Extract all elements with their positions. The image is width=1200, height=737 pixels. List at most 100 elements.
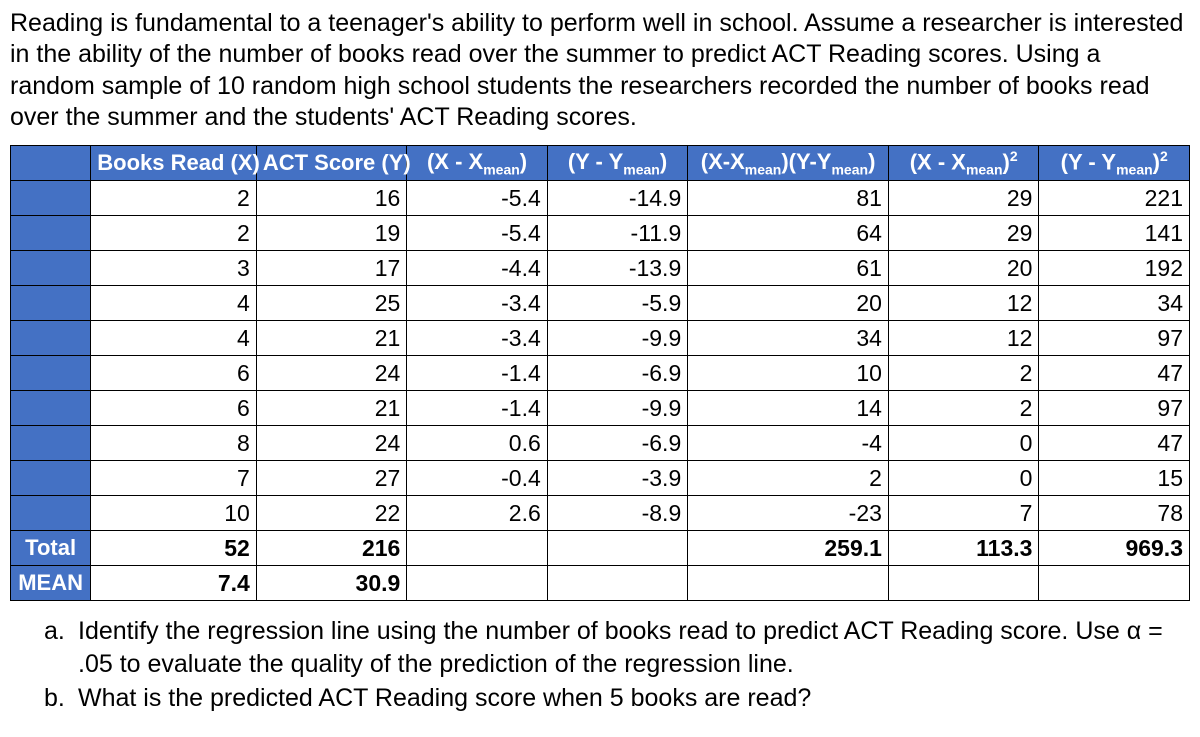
mean-label: MEAN (11, 566, 91, 601)
row-label (11, 391, 91, 426)
cell-xs: 12 (888, 321, 1039, 356)
questions-block: a. Identify the regression line using th… (10, 615, 1190, 715)
header-blank (11, 146, 91, 181)
cell-yd: -5.9 (547, 286, 687, 321)
table-row: 8240.6-6.9-4047 (11, 426, 1190, 461)
mean-xs (888, 566, 1039, 601)
question-b-text: What is the predicted ACT Reading score … (78, 682, 811, 715)
row-label (11, 426, 91, 461)
total-row: Total52216259.1113.3969.3 (11, 531, 1190, 566)
cell-y: 19 (256, 216, 407, 251)
table-row: 621-1.4-9.914297 (11, 391, 1190, 426)
cell-yd: -9.9 (547, 391, 687, 426)
header-row: Books Read (X) ACT Score (Y) (X - Xmean)… (11, 146, 1190, 181)
cell-y: 21 (256, 321, 407, 356)
total-y: 216 (256, 531, 407, 566)
cell-y: 25 (256, 286, 407, 321)
total-x: 52 (91, 531, 257, 566)
cell-cr: 81 (688, 181, 889, 216)
row-label (11, 286, 91, 321)
table-row: 727-0.4-3.92015 (11, 461, 1190, 496)
mean-ys (1039, 566, 1190, 601)
cell-ys: 47 (1039, 426, 1190, 461)
cell-yd: -9.9 (547, 321, 687, 356)
cell-xd: -3.4 (407, 321, 547, 356)
cell-y: 24 (256, 356, 407, 391)
cell-yd: -6.9 (547, 426, 687, 461)
header-ydev: (Y - Ymean) (547, 146, 687, 181)
cell-xs: 2 (888, 356, 1039, 391)
mean-xd (407, 566, 547, 601)
row-label (11, 321, 91, 356)
cell-ys: 15 (1039, 461, 1190, 496)
data-table: Books Read (X) ACT Score (Y) (X - Xmean)… (10, 145, 1190, 601)
header-y: ACT Score (Y) (256, 146, 407, 181)
cell-cr: 34 (688, 321, 889, 356)
cell-xd: -0.4 (407, 461, 547, 496)
mean-cr (688, 566, 889, 601)
cell-xd: -4.4 (407, 251, 547, 286)
cell-xd: 2.6 (407, 496, 547, 531)
cell-xs: 20 (888, 251, 1039, 286)
cell-x: 7 (91, 461, 257, 496)
cell-xd: -1.4 (407, 391, 547, 426)
cell-yd: -8.9 (547, 496, 687, 531)
cell-cr: 10 (688, 356, 889, 391)
row-label (11, 356, 91, 391)
cell-ys: 141 (1039, 216, 1190, 251)
cell-yd: -14.9 (547, 181, 687, 216)
cell-cr: 14 (688, 391, 889, 426)
cell-cr: 2 (688, 461, 889, 496)
cell-x: 2 (91, 216, 257, 251)
cell-cr: 20 (688, 286, 889, 321)
cell-y: 17 (256, 251, 407, 286)
cell-x: 4 (91, 286, 257, 321)
cell-yd: -13.9 (547, 251, 687, 286)
cell-x: 6 (91, 391, 257, 426)
cell-xs: 2 (888, 391, 1039, 426)
total-yd (547, 531, 687, 566)
cell-cr: 61 (688, 251, 889, 286)
header-xdev: (X - Xmean) (407, 146, 547, 181)
total-xd (407, 531, 547, 566)
cell-x: 2 (91, 181, 257, 216)
table-row: 10222.6-8.9-23778 (11, 496, 1190, 531)
mean-x: 7.4 (91, 566, 257, 601)
table-row: 216-5.4-14.98129221 (11, 181, 1190, 216)
cell-xs: 0 (888, 426, 1039, 461)
cell-xs: 0 (888, 461, 1039, 496)
cell-cr: 64 (688, 216, 889, 251)
cell-y: 24 (256, 426, 407, 461)
cell-xd: -5.4 (407, 216, 547, 251)
intro-paragraph: Reading is fundamental to a teenager's a… (10, 8, 1190, 133)
table-row: 425-3.4-5.9201234 (11, 286, 1190, 321)
cell-xs: 29 (888, 181, 1039, 216)
cell-xs: 12 (888, 286, 1039, 321)
cell-cr: -4 (688, 426, 889, 461)
cell-yd: -3.9 (547, 461, 687, 496)
cell-x: 8 (91, 426, 257, 461)
question-a-marker: a. (44, 615, 78, 680)
cell-y: 21 (256, 391, 407, 426)
header-ysq: (Y - Ymean)2 (1039, 146, 1190, 181)
question-b: b. What is the predicted ACT Reading sco… (44, 682, 1190, 715)
table-row: 317-4.4-13.96120192 (11, 251, 1190, 286)
question-b-marker: b. (44, 682, 78, 715)
cell-xd: -5.4 (407, 181, 547, 216)
cell-ys: 34 (1039, 286, 1190, 321)
total-label: Total (11, 531, 91, 566)
cell-y: 22 (256, 496, 407, 531)
cell-x: 10 (91, 496, 257, 531)
row-label (11, 181, 91, 216)
cell-x: 4 (91, 321, 257, 356)
row-label (11, 496, 91, 531)
cell-ys: 78 (1039, 496, 1190, 531)
question-a: a. Identify the regression line using th… (44, 615, 1190, 680)
row-label (11, 461, 91, 496)
mean-y: 30.9 (256, 566, 407, 601)
header-cross: (X-Xmean)(Y-Ymean) (688, 146, 889, 181)
table-row: 219-5.4-11.96429141 (11, 216, 1190, 251)
cell-y: 27 (256, 461, 407, 496)
total-ys: 969.3 (1039, 531, 1190, 566)
cell-x: 3 (91, 251, 257, 286)
